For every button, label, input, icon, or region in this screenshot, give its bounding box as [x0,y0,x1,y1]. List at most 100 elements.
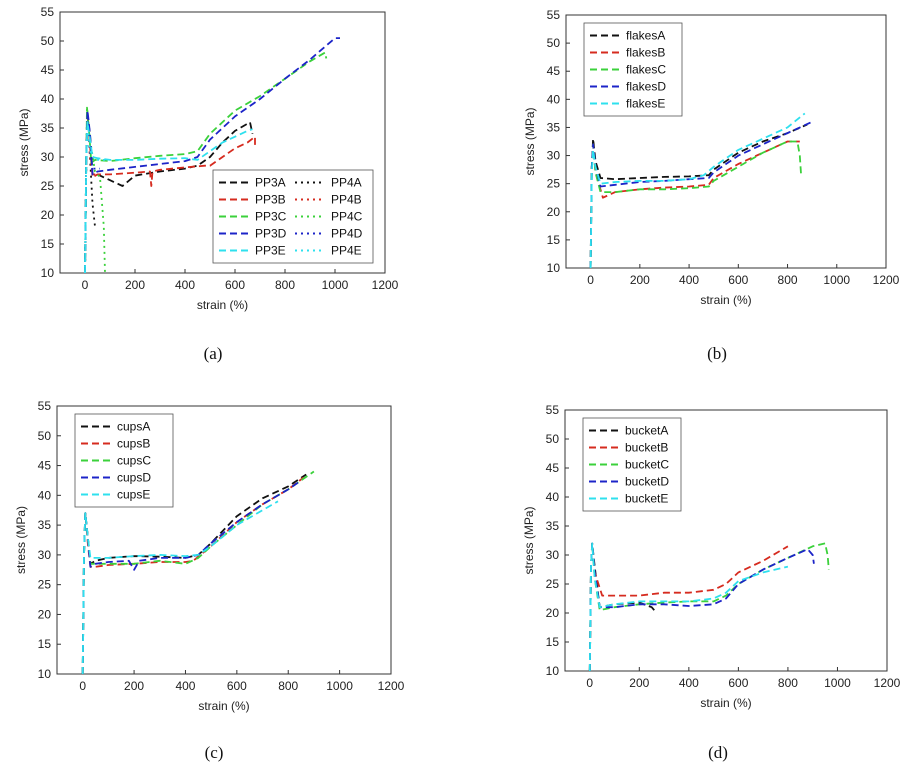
x-tick-label-b: 1000 [823,273,850,287]
legend-label-flakesD: flakesD [626,80,666,94]
plot-frame-c [56,405,392,675]
x-tick-label-c: 200 [124,679,144,693]
x-tick-label-b: 600 [728,273,748,287]
legend-label-cupsC: cupsC [117,454,151,468]
legend-label-PP3B: PP3B [255,193,286,207]
y-tick-label-c: 45 [38,459,52,473]
x-tick-label-a: 0 [82,278,89,292]
panel-c: 0 200 400 600 800 1000 1200 10 15 20 25 30 35 40 45 50 5… [14,399,405,713]
x-tick-label-b: 0 [587,273,594,287]
legend-label-bucketD: bucketD [625,475,669,489]
legend-label-PP4E: PP4E [331,244,362,258]
y-tick-label-b: 40 [547,92,561,106]
legend-label-bucketA: bucketA [625,424,668,438]
legend-label-PP3D: PP3D [255,227,287,241]
series-line-flakesC [589,140,802,268]
series-line-cupsE [81,500,279,674]
y-tick-label-c: 15 [38,637,52,651]
y-tick-label-a: 25 [41,179,55,193]
y-tick-label-a: 40 [41,92,55,106]
series-line-flakesE [589,112,806,268]
x-tick-label-a: 600 [225,278,245,292]
y-tick-label-c: 55 [38,399,52,413]
x-tick-label-b: 1200 [873,273,900,287]
y-tick-label-b: 45 [547,64,561,78]
x-tick-label-c: 800 [278,679,298,693]
y-tick-label-d: 35 [546,519,560,533]
x-tick-label-d: 600 [728,676,748,690]
x-tick-label-d: 1000 [824,676,851,690]
series-line-cupsD [81,479,302,674]
legend-label-cupsD: cupsD [117,471,151,485]
y-axis-label-a: stress (MPa) [17,108,31,176]
y-tick-label-d: 30 [546,548,560,562]
y-axis-label-b: stress (MPa) [523,107,537,175]
series-line-bucketD [588,542,815,671]
x-tick-label-a: 200 [125,278,145,292]
legend-label-cupsE: cupsE [117,488,150,502]
y-tick-label-c: 35 [38,518,52,532]
y-tick-label-c: 30 [38,548,52,562]
legend-label-PP4B: PP4B [331,193,362,207]
legend-label-bucketB: bucketB [625,441,668,455]
caption-d: (d) [708,743,728,762]
series-line-flakesB [589,140,800,268]
caption-c: (c) [205,743,224,762]
y-tick-label-c: 10 [38,667,52,681]
x-tick-label-c: 1200 [378,679,405,693]
y-tick-label-a: 30 [41,150,55,164]
y-tick-label-b: 10 [547,261,561,275]
y-tick-label-c: 50 [38,429,52,443]
legend-label-flakesB: flakesB [626,46,665,60]
x-tick-label-d: 400 [679,676,699,690]
y-tick-label-c: 40 [38,488,52,502]
y-tick-label-d: 10 [546,664,560,678]
x-tick-label-a: 800 [275,278,295,292]
y-tick-label-a: 35 [41,121,55,135]
x-tick-label-b: 400 [679,273,699,287]
series-line-PP4E [84,121,105,273]
x-tick-label-a: 1000 [322,278,349,292]
y-tick-label-d: 55 [546,403,560,417]
legend-box-d [582,417,682,512]
legend-label-flakesC: flakesC [626,63,666,77]
x-tick-label-d: 0 [586,676,593,690]
y-tick-label-c: 20 [38,607,52,621]
y-tick-label-d: 45 [546,461,560,475]
x-tick-label-c: 0 [79,679,86,693]
legend-label-PP3A: PP3A [255,176,286,190]
plot-frame-b [565,14,887,269]
legend-label-bucketE: bucketE [625,492,668,506]
y-tick-label-a: 50 [41,34,55,48]
panel-b: 0 200 400 600 800 1000 1200 10 15 20 25 30 35 40 45 50 5… [523,8,900,307]
y-tick-label-b: 15 [547,233,561,247]
y-axis-label-c: stress (MPa) [14,506,28,574]
legend-label-flakesA: flakesA [626,29,665,43]
y-tick-label-a: 45 [41,63,55,77]
legend-label-flakesE: flakesE [626,97,665,111]
y-tick-label-d: 20 [546,606,560,620]
x-tick-label-d: 200 [629,676,649,690]
legend-label-cupsA: cupsA [117,420,150,434]
series-line-flakesA [589,123,808,268]
y-tick-label-d: 40 [546,490,560,504]
x-tick-label-c: 400 [175,679,195,693]
series-line-bucketE [588,542,789,671]
y-tick-label-a: 15 [41,237,55,251]
legend-label-PP3E: PP3E [255,244,286,258]
x-axis-label-b: strain (%) [700,293,751,307]
x-tick-label-c: 1000 [326,679,353,693]
y-tick-label-b: 55 [547,8,561,22]
series-line-PP4B [84,121,100,273]
legend-label-bucketC: bucketC [625,458,669,472]
x-tick-label-b: 200 [630,273,650,287]
legend-box-b [583,22,683,117]
series-line-PP4C [84,106,106,273]
y-tick-label-d: 15 [546,635,560,649]
y-tick-label-b: 35 [547,120,561,134]
plot-frame-d [564,409,888,672]
x-tick-label-b: 800 [778,273,798,287]
x-tick-label-c: 600 [227,679,247,693]
series-line-flakesD [589,120,813,268]
